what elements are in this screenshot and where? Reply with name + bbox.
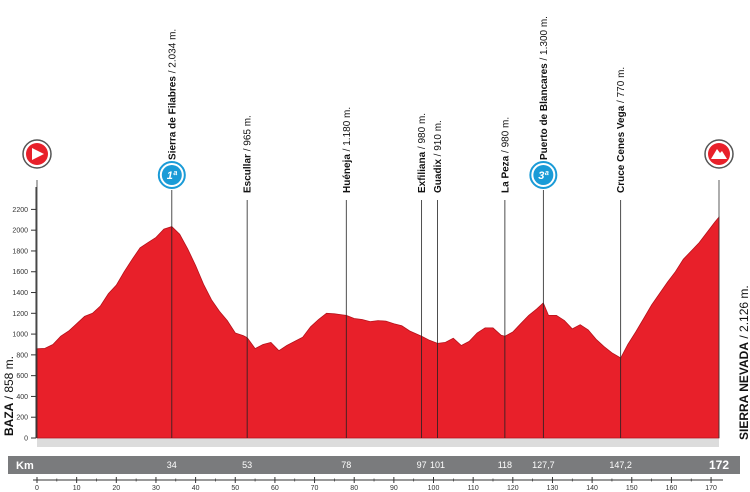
y-tick-label: 600 — [16, 373, 28, 380]
waypoint-label: Escullar / 965 m. — [243, 115, 254, 193]
waypoint-label: Puerto de Blancares / 1.300 m. — [539, 16, 550, 160]
y-tick-label: 1800 — [12, 248, 28, 255]
x-tick-label: 100 — [428, 485, 440, 492]
waypoint-label: Huéneja / 1.180 m. — [342, 107, 353, 193]
km-bar-value: 78 — [341, 460, 351, 470]
waypoint-lines — [36, 180, 720, 438]
x-tick-label: 170 — [705, 485, 717, 492]
waypoint-name: Puerto de Blancares — [539, 63, 550, 160]
x-tick-label: 110 — [468, 485, 479, 492]
finish-name: SIERRA NEVADA — [737, 342, 750, 440]
start-arrow-icon — [22, 139, 52, 169]
badge-category-label: 1ª — [167, 170, 178, 182]
area-layer — [36, 215, 720, 447]
badge-core — [161, 165, 182, 185]
finish-altitude: / 2.126 m. — [737, 285, 750, 342]
km-bar-value: 147,2 — [609, 460, 632, 470]
waypoint-altitude: / 965 m. — [243, 115, 254, 154]
x-tick-label: 120 — [507, 485, 519, 492]
x-tick-label: 90 — [390, 485, 398, 492]
x-tick-label: 140 — [586, 485, 598, 492]
profile-area — [36, 215, 720, 439]
x-axis: 0 10 20 30 40 50 60 70 80 90 100 110 120 130 140 150 160… — [33, 477, 723, 492]
km-bar-background — [8, 456, 740, 474]
waypoint-altitude: / 770 m. — [616, 67, 627, 106]
y-tick-label: 800 — [16, 352, 28, 359]
x-tick-label: 60 — [271, 485, 279, 492]
km-bar-value: 97 — [417, 460, 427, 470]
finish-label: SIERRA NEVADA / 2.126 m. — [737, 285, 750, 440]
waypoint-altitude: / 2.034 m. — [167, 29, 178, 76]
waypoint-name: Exfiliana — [417, 151, 428, 193]
mountain-finish-icon — [704, 139, 734, 169]
waypoint-label: La Peza / 980 m. — [500, 117, 511, 193]
x-tick-label: 130 — [547, 485, 559, 492]
y-tick-label: 0 — [24, 436, 28, 443]
y-tick-label: 200 — [16, 415, 28, 422]
waypoint-name: Cruce Cenes Vega — [616, 105, 627, 193]
badge-category-label: 3ª — [538, 170, 549, 182]
mountain-category-badge: 3ª — [529, 161, 558, 189]
waypoint-altitude: / 1.180 m. — [342, 107, 353, 154]
x-tick-label: 0 — [35, 485, 39, 492]
waypoint-altitude: / 910 m. — [433, 120, 444, 159]
waypoint-altitude: / 980 m. — [500, 117, 511, 156]
waypoint-name: Escullar — [243, 154, 254, 193]
waypoint-name: Sierra de Filabres — [167, 76, 178, 160]
y-tick-label: 2200 — [12, 207, 28, 214]
km-bar-value: 34 — [167, 460, 177, 470]
waypoint-altitude: / 1.300 m. — [539, 16, 550, 63]
x-tick-label: 30 — [152, 485, 160, 492]
x-tick-label: 150 — [626, 485, 638, 492]
x-tick-label: 80 — [350, 485, 358, 492]
km-bar-value: 118 — [498, 460, 512, 470]
y-tick-label: 1200 — [12, 311, 28, 318]
start-name: BAZA — [2, 402, 16, 436]
x-tick-label: 20 — [112, 485, 120, 492]
km-bar-value: 101 — [430, 460, 445, 470]
waypoint-label: Exfiliana / 980 m. — [417, 113, 428, 193]
badge-core — [533, 165, 554, 185]
y-tick-label: 1400 — [12, 290, 28, 297]
axis-layer: 0 200 400 600 800 1000 1200 1400 1600 1800 2000 220… — [12, 187, 37, 443]
mountain-category-badge: 1ª — [157, 161, 186, 189]
km-bar-final: 172 — [709, 458, 729, 472]
waypoint-name: La Peza — [500, 155, 511, 193]
km-bar-value: 127,7 — [532, 460, 555, 470]
finish-icon-mountain — [711, 149, 727, 159]
km-bar: Km 34 53 78 97 101 118 127,7 147,2 172 — [8, 456, 740, 474]
x-tick-label: 10 — [73, 485, 81, 492]
waypoint-altitude: / 980 m. — [417, 113, 428, 152]
waypoint-label: Sierra de Filabres / 2.034 m. — [167, 29, 178, 160]
y-tick-label: 2000 — [12, 228, 28, 235]
waypoint-label: Guadix / 910 m. — [433, 120, 444, 193]
y-tick-label: 1600 — [12, 269, 28, 276]
x-tick-label: 40 — [192, 485, 200, 492]
y-tick-label: 1000 — [12, 332, 28, 339]
start-altitude: / 858 m. — [2, 356, 16, 403]
start-icon-arrow — [32, 148, 44, 160]
x-tick-label: 160 — [666, 485, 678, 492]
icon-layer: 1ª 3ª — [22, 139, 734, 189]
start-label: BAZA / 858 m. — [2, 356, 16, 436]
km-bar-label: Km — [16, 460, 34, 472]
waypoint-labels: Sierra de Filabres / 2.034 m. Escullar / … — [2, 16, 750, 440]
km-bar-value: 53 — [242, 460, 252, 470]
profile-base — [37, 438, 719, 447]
waypoint-name: Huéneja — [342, 154, 353, 193]
waypoint-label: Cruce Cenes Vega / 770 m. — [616, 67, 627, 193]
waypoint-name: Guadix — [433, 159, 444, 193]
x-tick-label: 70 — [311, 485, 319, 492]
y-tick-label: 400 — [16, 394, 28, 401]
x-tick-label: 50 — [231, 485, 239, 492]
